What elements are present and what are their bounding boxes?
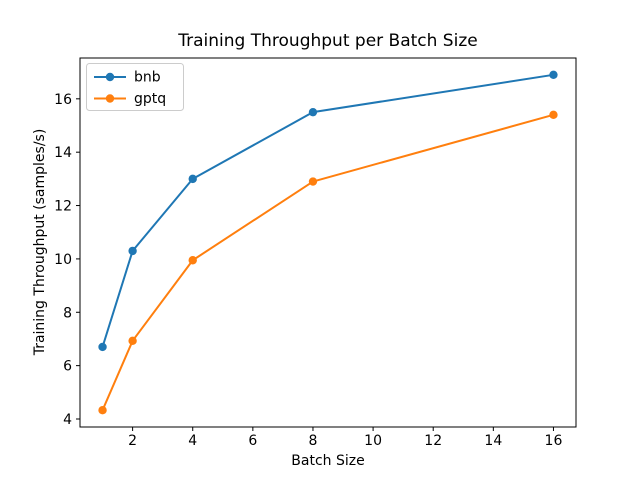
data-point-bnb-x8 (308, 107, 318, 117)
x-axis-label: Batch Size (291, 453, 364, 469)
legend-marker-gptq (105, 94, 115, 103)
y-tick-label: 6 (63, 359, 72, 375)
x-tick-label: 12 (424, 433, 442, 449)
legend-marker-bnb (105, 72, 115, 82)
y-tick-label: 8 (63, 305, 72, 321)
x-tick-label: 14 (484, 433, 502, 449)
x-tick-label: 4 (188, 433, 197, 449)
series-line-gptq (101, 113, 554, 411)
chart-title: Training Throughput per Batch Size (177, 31, 477, 51)
data-point-bnb-x4 (188, 174, 197, 184)
y-tick-label: 10 (54, 252, 72, 268)
x-tick-label: 8 (309, 433, 318, 449)
y-tick-label: 14 (54, 145, 72, 161)
x-tick-label: 2 (128, 433, 137, 449)
x-tick-label: 10 (364, 433, 382, 449)
x-tick-label: 16 (545, 433, 563, 449)
y-tick-label: 12 (54, 199, 72, 215)
data-point-gptq-x8 (308, 177, 318, 186)
data-point-bnb-x16 (549, 70, 558, 80)
data-point-bnb-x2 (128, 246, 137, 256)
y-axis-label: Training Throughput (samples/s) (32, 129, 48, 357)
legend-label-gptq: gptq (134, 91, 166, 107)
data-point-bnb-x1 (98, 342, 107, 352)
series-line-bnb (101, 73, 554, 348)
x-tick-label: 6 (248, 433, 257, 449)
data-point-gptq-x4 (188, 256, 197, 265)
legend: bnb gptq (86, 63, 184, 111)
data-point-gptq-x16 (549, 110, 558, 120)
data-point-gptq-x2 (128, 336, 137, 346)
data-point-gptq-x1 (98, 405, 107, 415)
legend-label-bnb: bnb (134, 70, 161, 86)
axes-spines (79, 57, 577, 428)
plot-area: 2 4 6 8 10 12 14 16 4 6 8 10 12 14 16 (54, 57, 577, 449)
y-tick-label: 16 (54, 92, 72, 108)
y-tick-label: 4 (63, 412, 72, 428)
